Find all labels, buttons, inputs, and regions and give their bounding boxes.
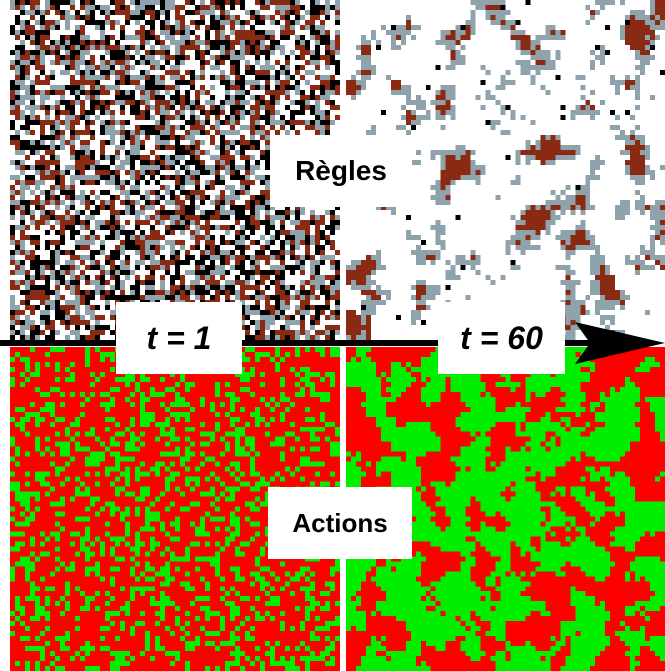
actions-label-text: Actions [292, 507, 388, 538]
time-end-label: t = 60 [438, 302, 565, 374]
panel-divider [340, 0, 346, 671]
time-arrow [0, 322, 665, 364]
time-start-label: t = 1 [116, 302, 242, 374]
rules-label: Règles [270, 135, 412, 207]
time-start-label-text: t = 1 [146, 319, 212, 356]
rules-label-text: Règles [295, 155, 387, 186]
time-end-label-text: t = 60 [460, 319, 543, 356]
time-arrow-shaft [0, 340, 600, 346]
actions-label: Actions [268, 487, 412, 559]
time-arrow-head [575, 322, 665, 364]
